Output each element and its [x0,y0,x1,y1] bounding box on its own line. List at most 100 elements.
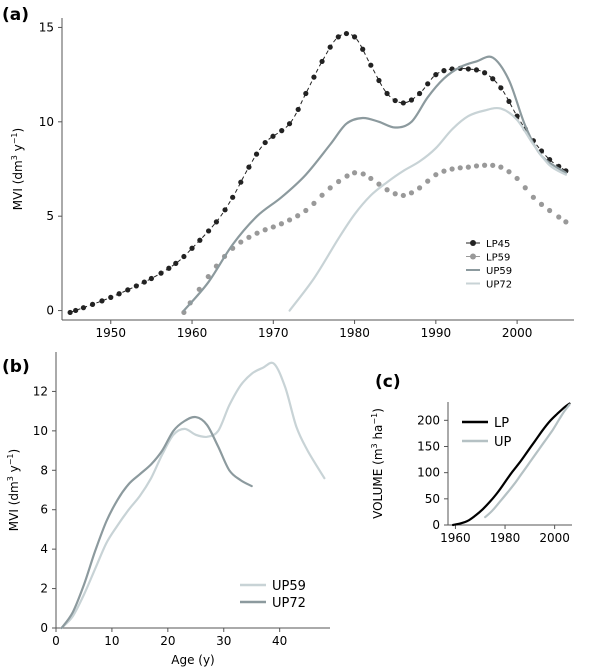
chart-c: 1960 1980 2000 0 50 100 150 200 VOLUME (m3 ha−1)… [370,402,572,545]
chart-1-ytick-label: 4 [40,542,48,556]
series-LP59-point [392,191,398,197]
legend-LP45-swatch [470,240,476,246]
chart-2-ylabel: VOLUME (m3 ha−1) [370,408,385,519]
chart-0-legend: LP45 LP59 UP59 UP72 [466,239,512,291]
series-LP45-point [433,72,439,78]
chart-2-xtick-label: 1980 [490,531,521,545]
legend-UP-label: UP [494,435,512,450]
legend-UP72-label: UP72 [486,280,512,291]
chart-0-ytick-label: 0 [46,304,54,318]
series-LP59-point [181,309,187,316]
series-LP59-point [384,187,390,193]
series-LP59-point [327,185,333,191]
chart-1-xtick-label: 20 [160,634,175,648]
series-LP45-point [351,34,358,40]
series-LP59-point [246,234,252,240]
chart-b: 0 10 20 30 40 0 2 4 6 8 10 12 MVI (dm3 y−1) Age (y) UP… [6,352,330,667]
chart-2-ytick-label: 0 [432,518,440,532]
series-LP45-point [73,307,79,314]
series-LP45-point [141,279,147,285]
series-LP45-point [343,30,350,37]
chart-1-ytick-label: 10 [33,424,48,438]
series-UP-line [484,403,571,519]
legend-LP-label: LP [494,416,509,431]
series-LP45-point [319,58,325,65]
series-LP-line [451,402,571,527]
series-LP45-point [376,77,382,84]
series-LP45-point [506,98,512,105]
chart-0-xtick-label: 1950 [95,326,126,340]
chart-0-xtick-label: 1980 [339,326,370,340]
chart-0-xtick-label: 1960 [177,326,208,340]
series-LP59-point [538,201,545,207]
series-LP45-point [425,81,431,87]
series-LP59-point [556,214,562,220]
series-UP59-line [182,55,567,312]
chart-0-ytick-label: 5 [46,209,54,223]
chart-2-ytick-label: 100 [417,466,440,480]
chart-1-ytick-label: 8 [40,463,48,477]
legend-LP59-swatch [470,253,476,260]
series-LP45-point [327,44,333,50]
series-LP45-point [108,294,114,300]
series-LP45-point [148,275,154,282]
chart-0-ylabel: MVI (dm3 y−1) [10,128,25,210]
series-LP59-point [336,178,342,185]
series-LP45-point [482,70,488,76]
chart-1-ylabel: MVI (dm3 y−1) [6,449,21,531]
series-LP45-point [67,309,73,316]
series-LP45-point [166,265,172,271]
series-LP59-point [473,163,480,169]
series-LP45-point [400,100,406,106]
series-LP59-point [286,217,293,223]
series-LP45-point [116,291,122,297]
series-LP45-point [238,179,244,185]
chart-2-xtick-label: 2000 [539,531,570,545]
chart-0-xtick-label: 1990 [421,326,452,340]
series-LP45-point [392,97,398,104]
series-LP59-point [482,162,488,168]
chart-0-xtick-label: 2000 [502,326,533,340]
legend-UP59-label: UP59 [272,579,306,594]
series-LP59-point [522,185,528,191]
chart-1-legend: UP59 UP72 [240,579,306,611]
chart-0-xtick-label: 1970 [258,326,289,340]
panel-c-label: (c) [375,372,401,392]
series-LP45-point [465,66,471,72]
series-LP45-point [286,121,293,127]
panel-b-label: (b) [2,357,30,377]
series-LP59-point [254,230,260,236]
chart-1-ytick-label: 6 [40,503,48,517]
series-LP59-point [205,273,211,280]
series-UP72-line [288,106,567,312]
series-LP59-point [278,221,285,227]
series-LP45-point [498,85,504,91]
series-LP45-point [230,194,236,200]
series-LP45-point [99,298,105,304]
series-LP45-point [262,139,268,146]
series-LP45-point [125,287,131,293]
chart-2-legend: LP UP [462,416,512,450]
chart-1-xtick-label: 10 [104,634,119,648]
series-LP45-point [416,90,423,97]
series-LP59-point [270,224,276,230]
legend-LP59-label: LP59 [486,253,510,264]
series-LP45-point [295,106,301,113]
series-LP45-point [270,133,276,139]
series-LP45-point [213,219,220,225]
series-LP59-point [376,181,382,187]
series-LP59-point [344,173,350,179]
series-LP59-point [465,164,471,170]
chart-2-ytick-label: 50 [425,492,440,506]
legend-LP45-label: LP45 [486,239,510,250]
series-LP45-point [253,151,260,157]
series-UP59-line [60,361,326,630]
series-LP59-point [400,192,406,199]
series-LP59-point [441,168,447,174]
series-LP45-point [368,62,374,68]
series-LP45-point [80,305,87,311]
series-LP45-point [197,237,203,243]
chart-1-ytick-label: 12 [33,384,48,398]
series-LP45-point [181,253,187,260]
series-LP45-point [173,260,179,266]
